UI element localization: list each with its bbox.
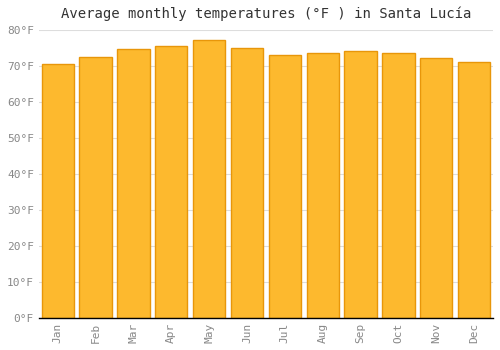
Bar — [118, 49, 150, 318]
Bar — [155, 46, 188, 318]
Bar — [382, 53, 414, 318]
Bar — [306, 53, 339, 318]
Title: Average monthly temperatures (°F ) in Santa Lucía: Average monthly temperatures (°F ) in Sa… — [60, 7, 471, 21]
Bar — [269, 55, 301, 318]
Bar — [231, 48, 263, 318]
Bar — [193, 40, 225, 318]
Bar — [458, 62, 490, 318]
Bar — [344, 51, 376, 318]
Bar — [42, 64, 74, 318]
Bar — [80, 57, 112, 318]
Bar — [420, 58, 452, 318]
